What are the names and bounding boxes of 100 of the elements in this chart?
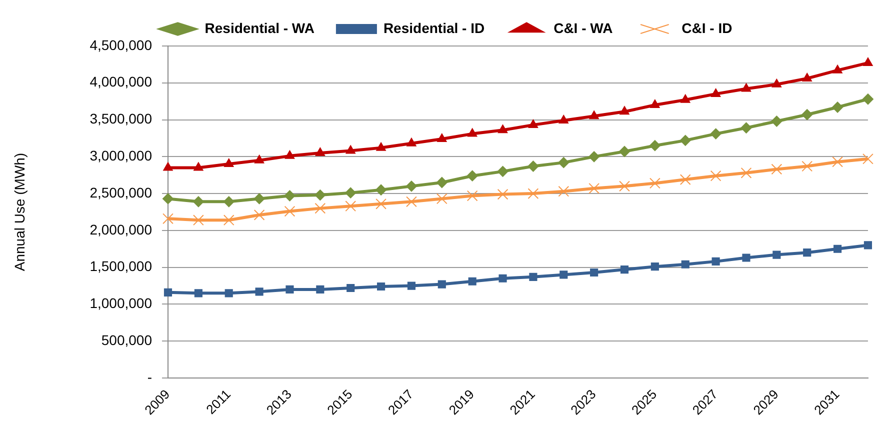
point	[619, 146, 630, 157]
point	[345, 200, 356, 212]
y-tick-label: 3,000,000	[90, 148, 152, 164]
y-axis-title: Annual Use (MWh)	[11, 152, 28, 272]
point	[620, 106, 630, 115]
legend-label: Residential - WA	[204, 20, 314, 36]
point	[497, 188, 508, 200]
point	[286, 285, 294, 294]
y-tick-label: -	[147, 368, 152, 385]
point	[468, 277, 476, 286]
point	[376, 198, 386, 210]
point	[712, 257, 720, 266]
y-tick-label: 4,500,000	[90, 36, 152, 53]
point	[466, 170, 478, 182]
point	[314, 190, 326, 201]
y-tick-label: 1,500,000	[90, 258, 152, 274]
point	[558, 157, 570, 168]
point	[284, 206, 296, 217]
point	[802, 160, 813, 172]
point	[406, 138, 416, 146]
point	[468, 128, 478, 137]
point	[802, 109, 813, 120]
point	[284, 150, 295, 159]
point	[650, 262, 659, 271]
point	[192, 214, 204, 226]
point	[466, 190, 478, 202]
point	[254, 210, 265, 220]
y-tick-label: 2,000,000	[90, 221, 152, 238]
point	[710, 170, 722, 182]
point	[802, 72, 812, 82]
point	[589, 110, 599, 120]
y-tick-label: 500,000	[101, 332, 152, 348]
point	[741, 83, 752, 92]
point	[314, 202, 326, 214]
point	[680, 174, 691, 185]
y-tick-label: 3,500,000	[90, 110, 152, 127]
point	[254, 154, 264, 164]
point	[834, 244, 842, 253]
point	[710, 128, 722, 140]
point	[376, 184, 387, 196]
point	[315, 147, 325, 156]
point	[407, 282, 416, 290]
point	[377, 282, 386, 291]
point	[223, 196, 234, 208]
point	[437, 133, 447, 142]
point	[681, 260, 690, 268]
point	[529, 272, 538, 281]
point	[742, 254, 750, 262]
point	[436, 176, 448, 188]
point	[710, 88, 721, 97]
point	[194, 162, 204, 171]
point	[649, 178, 660, 189]
point	[772, 250, 781, 259]
point	[649, 140, 660, 152]
point	[619, 180, 630, 192]
point	[528, 188, 539, 200]
legend-label: C&I - WA	[554, 20, 613, 36]
point	[192, 196, 204, 208]
point	[406, 196, 417, 208]
point	[771, 164, 782, 175]
point	[194, 289, 202, 298]
point	[255, 288, 264, 296]
point	[162, 193, 174, 204]
point	[862, 94, 874, 105]
point	[345, 187, 356, 198]
point	[864, 241, 872, 250]
point	[771, 116, 782, 127]
point	[346, 284, 355, 292]
point	[560, 270, 568, 279]
point	[224, 158, 234, 168]
point	[497, 166, 508, 177]
point	[346, 145, 356, 154]
point	[772, 78, 782, 88]
point	[436, 193, 448, 204]
point	[588, 151, 600, 162]
y-tick-label: 4,000,000	[90, 74, 152, 90]
point	[740, 122, 752, 134]
point	[528, 119, 538, 128]
point	[863, 57, 873, 66]
point	[558, 115, 568, 124]
point	[528, 160, 539, 172]
point	[164, 288, 172, 296]
point	[254, 193, 265, 204]
point	[498, 124, 508, 134]
point	[620, 266, 629, 274]
point	[406, 180, 417, 192]
legend-label: C&I - ID	[682, 20, 732, 36]
point	[284, 190, 296, 202]
point	[590, 268, 598, 277]
point	[650, 100, 660, 108]
point	[862, 153, 874, 164]
point	[224, 289, 233, 298]
point	[680, 134, 691, 146]
point	[438, 280, 446, 288]
point	[223, 214, 234, 226]
point	[832, 156, 843, 168]
point	[316, 285, 324, 294]
y-tick-label: 1,000,000	[90, 295, 152, 312]
point	[832, 102, 844, 113]
point	[163, 162, 173, 171]
